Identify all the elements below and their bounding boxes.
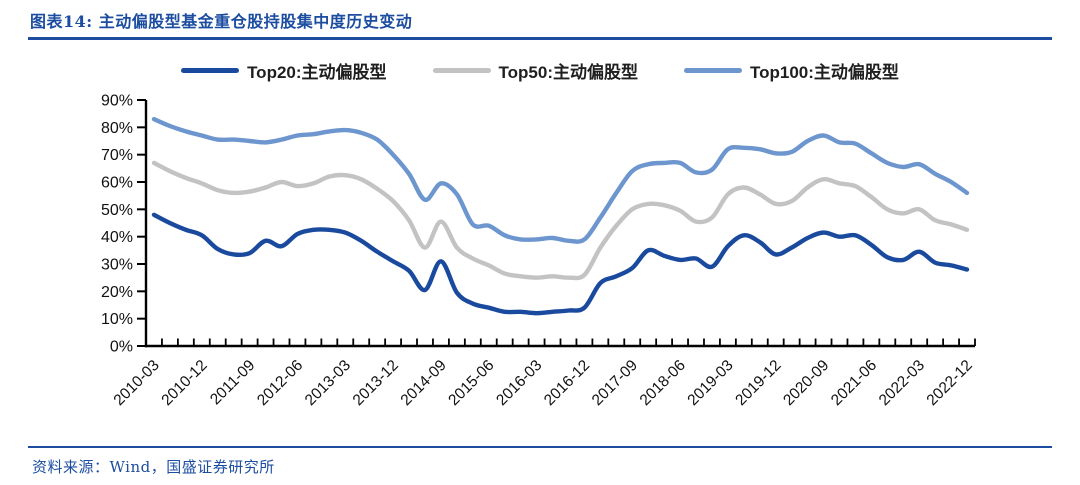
y-tick-label: 30% [101, 257, 133, 274]
legend-label-top100: Top100:主动偏股型 [750, 63, 899, 82]
x-tick-label: 2014-09 [398, 357, 450, 409]
series-top50-line [151, 160, 970, 281]
footer-divider [28, 446, 1052, 448]
x-tick-label: 2018-06 [637, 357, 689, 409]
x-tick-label: 2012-06 [254, 357, 306, 409]
x-tick-label: 2019-03 [684, 357, 736, 409]
x-tick-label: 2010-12 [158, 357, 210, 409]
y-tick-label: 80% [101, 120, 133, 137]
legend-label-top20: Top20:主动偏股型 [247, 63, 387, 82]
legend-item-top100: Top100:主动偏股型 [684, 58, 899, 83]
figure-title: 图表14: 主动偏股型基金重仓股持股集中度历史变动 [30, 12, 413, 31]
x-tick-label: 2016-12 [541, 357, 593, 409]
legend-swatch-top50-icon [432, 68, 491, 73]
x-tick-label: 2013-03 [302, 357, 354, 409]
legend-item-top20: Top20:主动偏股型 [181, 58, 387, 83]
legend-swatch-top20-icon [181, 68, 240, 73]
x-tick-label: 2016-03 [493, 357, 545, 409]
y-tick-label: 0% [110, 339, 133, 356]
chart-legend: Top20:主动偏股型 Top50:主动偏股型 Top100:主动偏股型 [0, 58, 1080, 83]
y-tick-label: 40% [101, 229, 133, 246]
series-top100-line [151, 116, 970, 244]
y-tick-label: 50% [101, 202, 133, 219]
y-tick-label: 10% [101, 311, 133, 328]
title-divider [28, 37, 1052, 40]
legend-item-top50: Top50:主动偏股型 [432, 58, 638, 83]
x-tick-label: 2013-12 [350, 357, 402, 409]
x-tick-label: 2017-09 [589, 357, 641, 409]
x-tick-label: 2011-09 [207, 357, 258, 408]
x-tick-label: 2021-06 [828, 357, 880, 409]
x-tick-label: 2010-03 [111, 357, 163, 409]
y-tick-label: 60% [101, 175, 133, 192]
x-tick-label: 2022-03 [876, 357, 928, 409]
legend-label-top50: Top50:主动偏股型 [498, 63, 638, 82]
x-tick-label: 2019-12 [732, 357, 784, 409]
y-tick-label: 20% [101, 284, 133, 301]
x-tick-label: 2020-09 [780, 357, 832, 409]
legend-swatch-top100-icon [684, 68, 742, 73]
y-tick-label: 90% [101, 93, 133, 110]
series-top20-line [151, 212, 970, 316]
x-tick-label: 2022-12 [924, 357, 976, 409]
source-note: 资料来源：Wind，国盛证券研究所 [32, 458, 275, 476]
x-tick-label: 2015-06 [445, 357, 497, 409]
y-tick-label: 70% [101, 147, 133, 164]
